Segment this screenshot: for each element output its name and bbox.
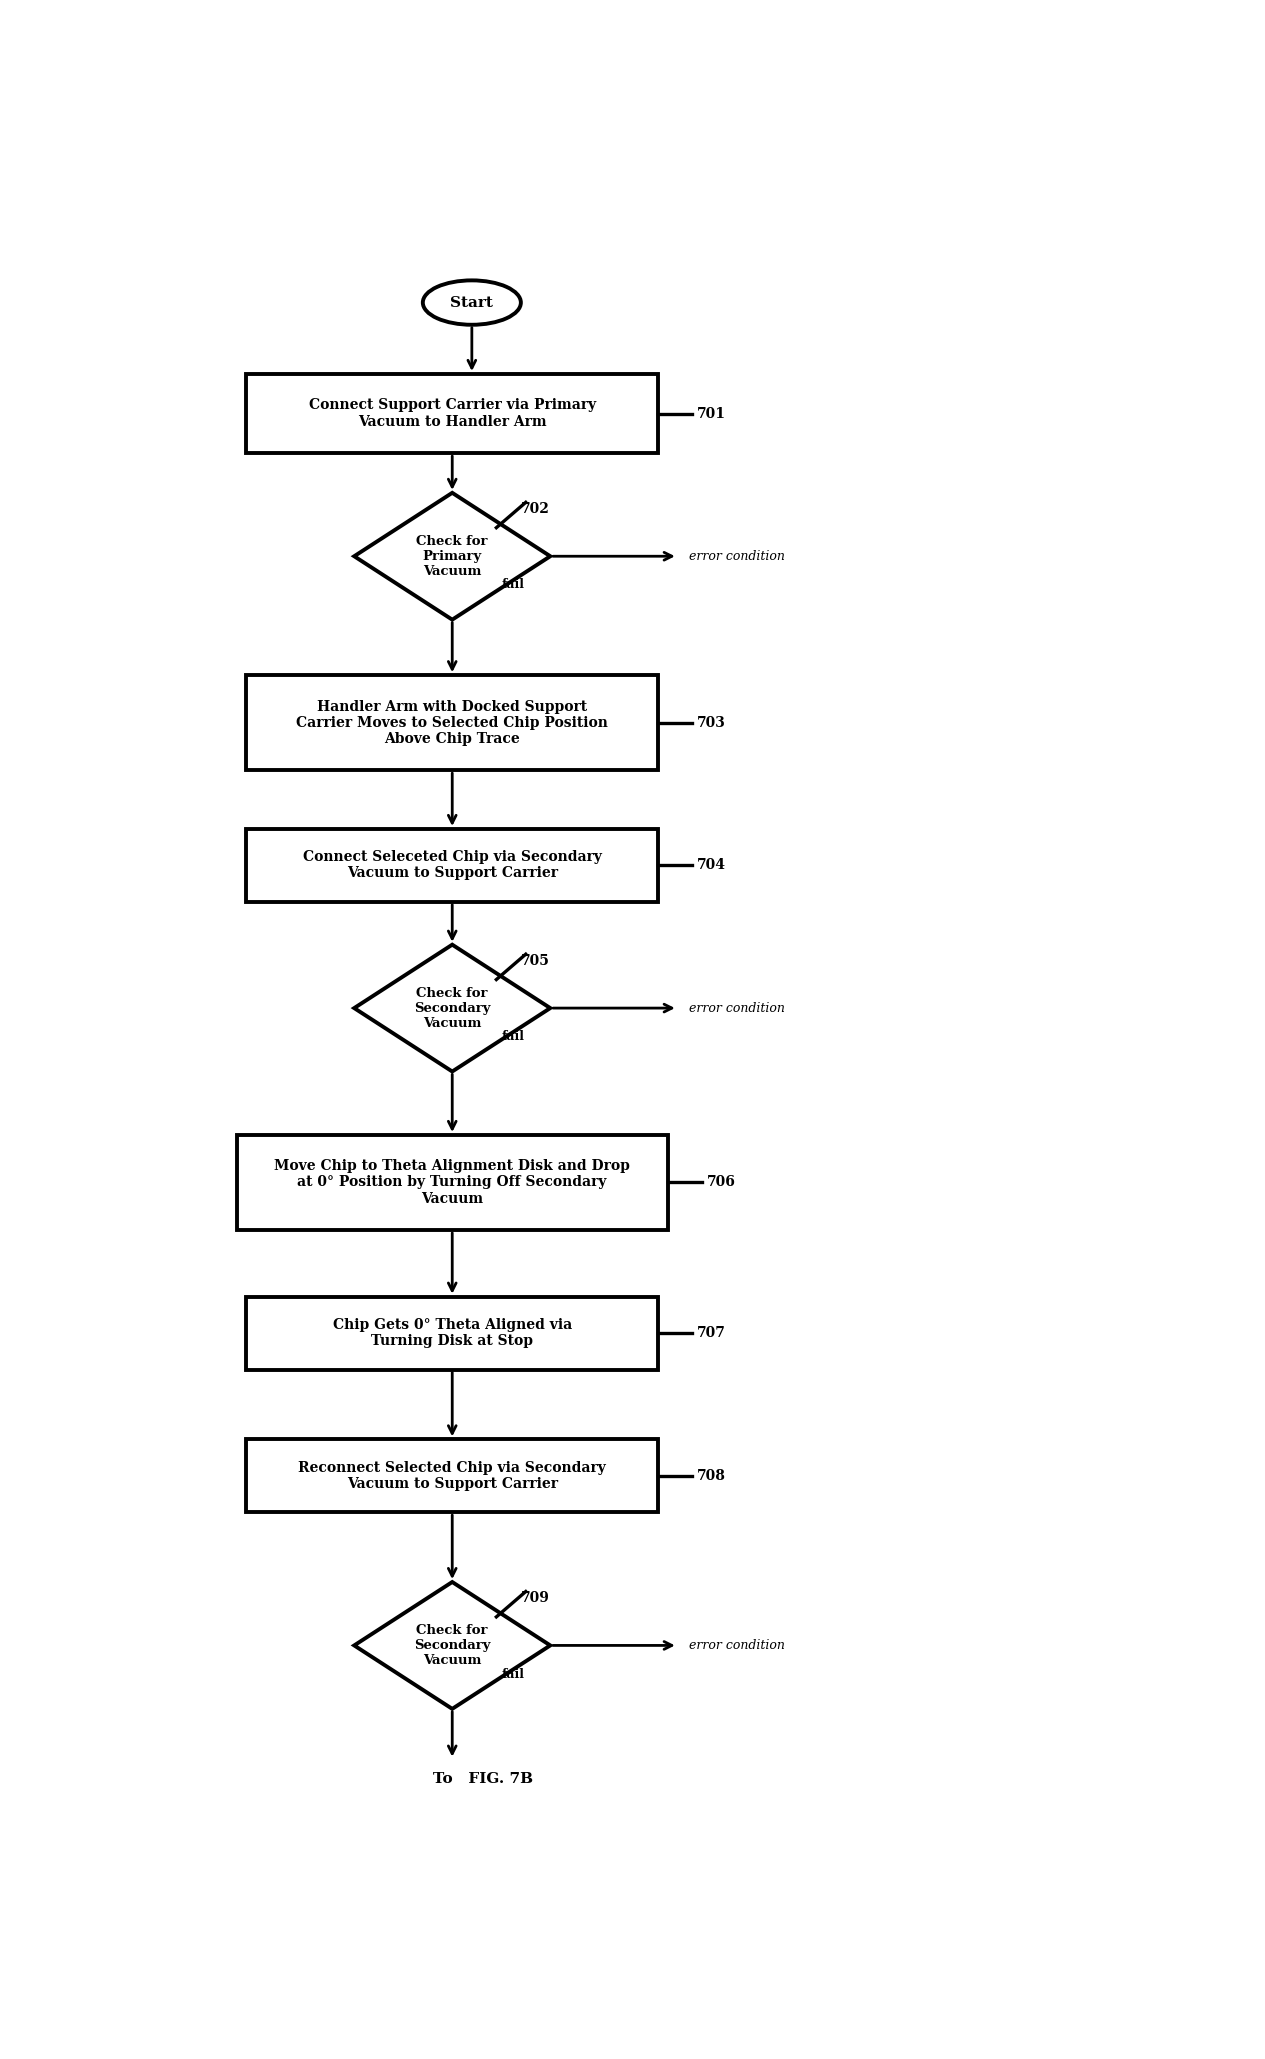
Text: error condition: error condition bbox=[689, 1639, 786, 1651]
Text: Connect Support Carrier via Primary
Vacuum to Handler Arm: Connect Support Carrier via Primary Vacu… bbox=[309, 399, 596, 428]
Text: error condition: error condition bbox=[689, 1001, 786, 1015]
Text: Start: Start bbox=[450, 296, 493, 309]
Text: 706: 706 bbox=[707, 1176, 736, 1190]
Bar bbox=[247, 675, 658, 770]
Bar bbox=[247, 375, 658, 453]
Text: Check for
Secondary
Vacuum: Check for Secondary Vacuum bbox=[414, 986, 491, 1030]
Bar bbox=[247, 1297, 658, 1369]
Text: fail: fail bbox=[501, 579, 524, 591]
Text: error condition: error condition bbox=[689, 550, 786, 562]
Text: 703: 703 bbox=[697, 717, 726, 729]
Text: Chip Gets 0° Theta Aligned via
Turning Disk at Stop: Chip Gets 0° Theta Aligned via Turning D… bbox=[333, 1318, 572, 1349]
Text: 707: 707 bbox=[697, 1326, 726, 1340]
Bar bbox=[247, 1439, 658, 1511]
Text: 708: 708 bbox=[697, 1468, 726, 1482]
Text: To   FIG. 7B: To FIG. 7B bbox=[433, 1773, 533, 1787]
Text: Move Chip to Theta Alignment Disk and Drop
at 0° Position by Turning Off Seconda: Move Chip to Theta Alignment Disk and Dr… bbox=[275, 1159, 630, 1207]
Text: Check for
Primary
Vacuum: Check for Primary Vacuum bbox=[416, 535, 488, 579]
Bar bbox=[237, 1135, 668, 1229]
Text: fail: fail bbox=[501, 1668, 524, 1680]
Text: Connect Seleceted Chip via Secondary
Vacuum to Support Carrier: Connect Seleceted Chip via Secondary Vac… bbox=[302, 850, 602, 881]
Text: Handler Arm with Docked Support
Carrier Moves to Selected Chip Position
Above Ch: Handler Arm with Docked Support Carrier … bbox=[296, 700, 608, 745]
Text: Reconnect Selected Chip via Secondary
Vacuum to Support Carrier: Reconnect Selected Chip via Secondary Va… bbox=[299, 1460, 606, 1491]
Text: 701: 701 bbox=[697, 406, 726, 420]
Text: fail: fail bbox=[501, 1030, 524, 1044]
Text: 702: 702 bbox=[521, 502, 550, 515]
Text: 709: 709 bbox=[521, 1592, 550, 1604]
Text: 704: 704 bbox=[697, 859, 726, 873]
Bar bbox=[247, 830, 658, 902]
Text: 705: 705 bbox=[521, 953, 550, 968]
Text: Check for
Secondary
Vacuum: Check for Secondary Vacuum bbox=[414, 1625, 491, 1668]
